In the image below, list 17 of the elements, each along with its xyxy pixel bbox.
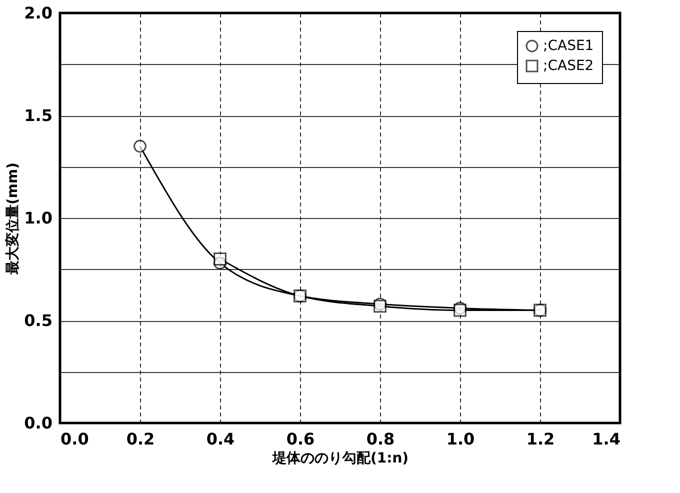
y-axis-title: 最大変位量(mm) [4, 162, 22, 276]
y-tick-label: 2.0 [24, 4, 52, 22]
x-tick-label: 0.0 [60, 430, 89, 448]
y-tick-label: 1.5 [24, 106, 52, 125]
x-tick-label: 0.4 [206, 430, 235, 448]
y-tick-label: 0.0 [24, 414, 52, 432]
x-tick-label: 1.2 [526, 430, 555, 448]
x-tick-label: 0.2 [126, 430, 155, 448]
y-tick-label: 1.0 [24, 208, 52, 228]
x-tick-label: 0.8 [366, 430, 395, 448]
x-tick-label: 0.6 [286, 430, 315, 448]
y-tick-label: 0.5 [24, 311, 52, 330]
x-tick-label: 1.4 [592, 430, 620, 448]
legend-label: ;CASE2 [543, 58, 594, 74]
legend-label: ;CASE1 [543, 38, 594, 54]
x-tick-label: 1.0 [446, 430, 475, 448]
x-axis-title: 堤体ののり勾配(1:n) [271, 450, 409, 466]
